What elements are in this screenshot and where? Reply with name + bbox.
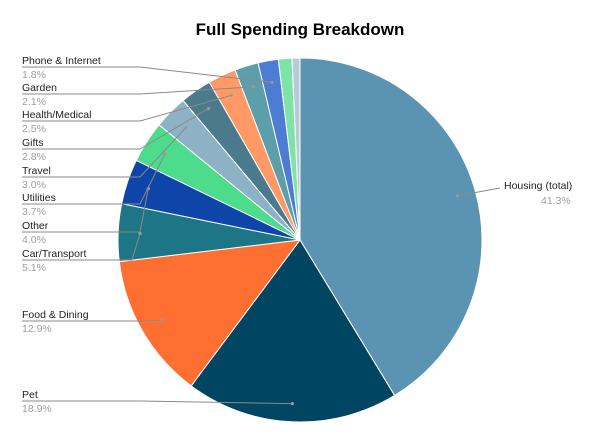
- slice-label-garden: Garden: [22, 82, 57, 94]
- pie-slice-pet: [190, 239, 396, 423]
- slice-label-food-dining: Food & Dining: [22, 309, 89, 321]
- leader-line-pet: [22, 400, 293, 405]
- slice-percent-other: 4.0%: [22, 234, 46, 246]
- slice-percent-pet: 18.9%: [22, 403, 52, 415]
- leader-line-gifts: [22, 108, 209, 150]
- slice-label-car-transport: Car/Transport: [22, 248, 86, 260]
- leader-line-other: [22, 188, 149, 233]
- slice-percent-health-medical: 2.5%: [22, 123, 46, 135]
- slice-label-other: Other: [22, 220, 49, 232]
- leader-line-health-medical: [22, 94, 232, 122]
- pie-slice-food-dining: [118, 239, 302, 387]
- slice-percent-gifts: 2.8%: [22, 151, 46, 163]
- pie-slice-unlabeled-12: [291, 57, 301, 241]
- leader-line-food-dining: [22, 319, 162, 322]
- leader-line-utilities: [22, 153, 166, 205]
- leader-line-garden: [22, 86, 253, 95]
- leader-line-phone-internet: [22, 66, 273, 83]
- slice-percent-travel: 3.0%: [22, 179, 46, 191]
- slice-label-utilities: Utilities: [22, 192, 56, 204]
- slice-label-housing-total: Housing (total): [504, 180, 572, 192]
- leader-line-travel: [22, 127, 187, 178]
- slice-label-phone-internet: Phone & Internet: [22, 55, 101, 67]
- slice-label-travel: Travel: [22, 165, 51, 177]
- slice-percent-food-dining: 12.9%: [22, 323, 52, 335]
- slice-percent-garden: 2.1%: [22, 96, 46, 108]
- slice-label-pet: Pet: [22, 389, 38, 401]
- slice-label-gifts: Gifts: [22, 137, 44, 149]
- leader-line-car-transport: [22, 233, 141, 261]
- leader-line-housing-total: [457, 187, 501, 197]
- slice-percent-car-transport: 5.1%: [22, 262, 46, 274]
- slice-percent-housing-total: 41.3%: [541, 195, 571, 207]
- chart-title: Full Spending Breakdown: [195, 20, 405, 39]
- slice-label-health-medical: Health/Medical: [22, 109, 91, 121]
- pie-slice-housing-total: [299, 57, 483, 397]
- slice-percent-phone-internet: 1.8%: [22, 69, 46, 81]
- slice-percent-utilities: 3.7%: [22, 206, 46, 218]
